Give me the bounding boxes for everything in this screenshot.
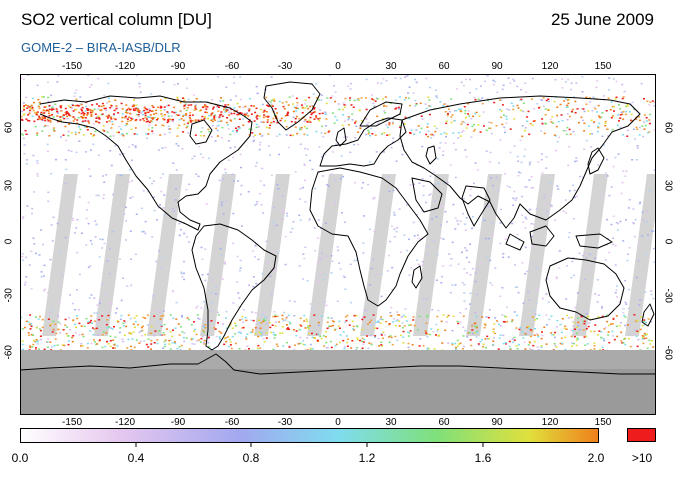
lat-tick-label-left: 0 (3, 238, 15, 245)
map-subtitle: GOME-2 – BIRA-IASB/DLR (21, 40, 181, 55)
lat-tick-label-right: 0 (662, 238, 674, 245)
lon-tick-label-bottom: -30 (277, 417, 293, 428)
lat-tick-label-left: 60 (3, 121, 15, 134)
lon-tick-label-top: -30 (277, 61, 293, 72)
orbit-gap-swaths (42, 174, 656, 336)
lon-tick-label-bottom: 150 (594, 417, 612, 428)
lon-tick-label-top: 30 (385, 61, 397, 72)
new-guinea-coastline (575, 233, 613, 249)
arabian-peninsula-coastline (411, 177, 443, 213)
colorbar-overflow-label: >10 (631, 451, 653, 465)
madagascar-coastline (411, 265, 423, 289)
lon-tick-label-bottom: 60 (438, 417, 450, 428)
lon-tick-label-bottom: 120 (541, 417, 559, 428)
asia-coastline (399, 95, 641, 229)
so2-world-map (20, 74, 656, 415)
lon-tick-label-bottom: -90 (170, 417, 186, 428)
indonesia-coastline (529, 225, 555, 247)
lon-tick-label-bottom: -120 (114, 417, 135, 428)
greenland-coastline (263, 81, 321, 131)
colorbar-tick-label: 0.4 (127, 451, 145, 465)
lat-tick-label-right: 30 (662, 179, 674, 192)
lon-tick-label-top: 0 (335, 61, 341, 72)
lon-tick-label-top: 120 (541, 61, 559, 72)
lat-tick-label-left: -60 (3, 345, 15, 360)
lat-tick-label-left: -30 (3, 288, 15, 303)
lat-tick-label-right: -30 (662, 288, 674, 303)
lon-tick-label-top: 90 (491, 61, 503, 72)
british-isles-coastline (335, 127, 347, 147)
india-coastline (461, 185, 491, 227)
lon-tick-label-bottom: 90 (491, 417, 503, 428)
colorbar-gradient (20, 428, 599, 443)
hudson-bay-coastline (189, 119, 213, 145)
colorbar-tick-label: 0.8 (242, 451, 260, 465)
caspian-sea-coastline (425, 145, 437, 165)
lon-tick-label-top: -60 (224, 61, 240, 72)
sumatra-coastline (505, 233, 525, 251)
lon-tick-label-bottom: -60 (224, 417, 240, 428)
colorbar-tick-label: 0.0 (11, 451, 29, 465)
lon-tick-label-top: -90 (170, 61, 186, 72)
lon-tick-label-bottom: 0 (335, 417, 341, 428)
lon-tick-label-bottom: 30 (385, 417, 397, 428)
map-date: 25 June 2009 (550, 10, 654, 29)
japan-coastline (587, 147, 605, 175)
scandinavia-coastline (359, 101, 403, 127)
map-frame (20, 74, 656, 415)
lon-tick-label-top: 150 (594, 61, 612, 72)
map-title: SO2 vertical column [DU] (21, 10, 212, 29)
lat-tick-label-right: -60 (662, 345, 674, 360)
new-zealand-coastline (641, 303, 655, 327)
europe-coastline (319, 117, 407, 167)
north-america-coastline (39, 95, 253, 231)
colorbar-tick-label: 1.6 (474, 451, 492, 465)
lat-tick-label-right: 60 (662, 121, 674, 134)
colorbar (20, 428, 599, 447)
lon-tick-label-bottom: -150 (61, 417, 82, 428)
lon-tick-label-top: 60 (438, 61, 450, 72)
lon-tick-label-top: -120 (114, 61, 135, 72)
colorbar-tick-label: 2.0 (587, 451, 605, 465)
so2-retrieval-pixels (20, 74, 656, 352)
antarctica-shelf (20, 369, 656, 415)
lon-tick-label-top: -150 (61, 61, 82, 72)
colorbar-overflow-box (627, 428, 656, 442)
lat-tick-label-left: 30 (3, 179, 15, 192)
south-america-coastline (191, 223, 277, 351)
africa-coastline (309, 167, 429, 307)
australia-coastline (545, 257, 625, 321)
antarctica-coastline (20, 353, 656, 375)
colorbar-tick-label: 1.2 (358, 451, 376, 465)
